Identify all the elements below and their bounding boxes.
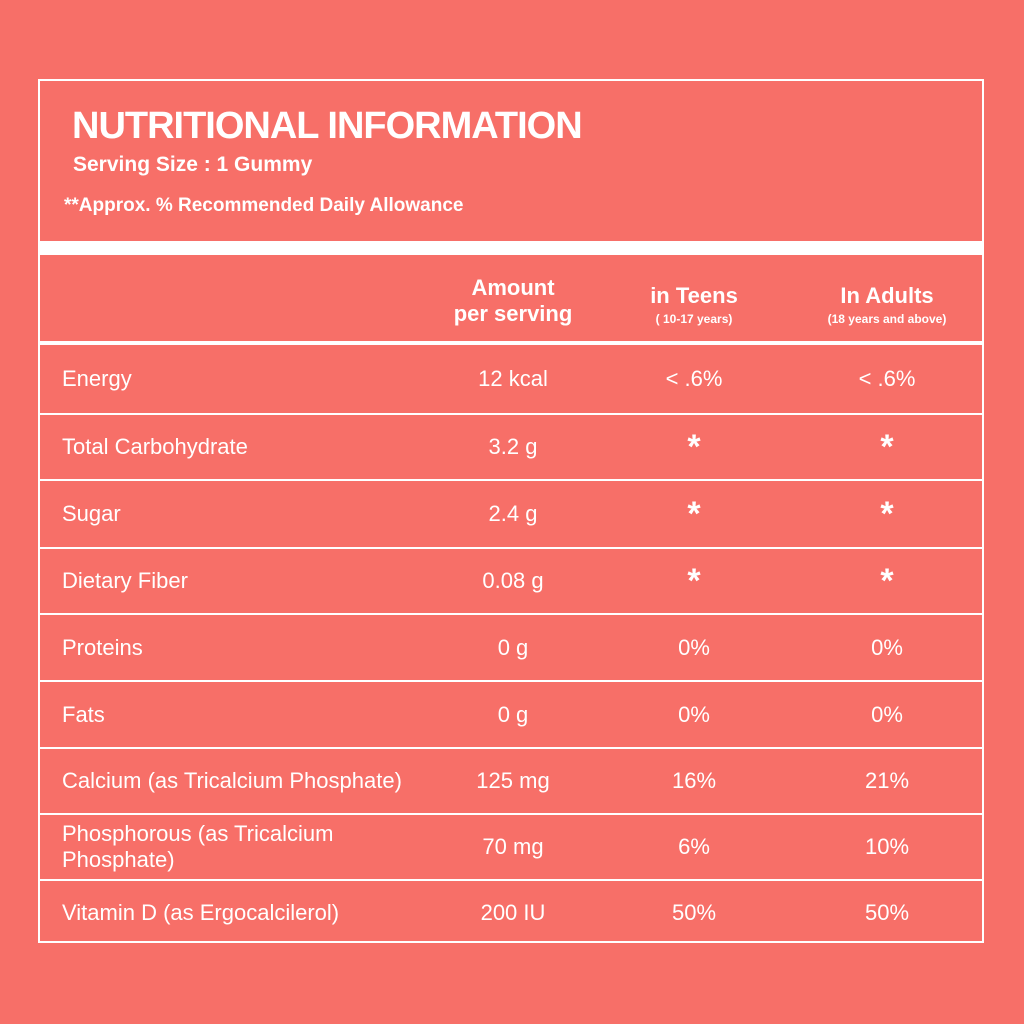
asterisk-icon: * xyxy=(687,427,701,466)
cell-amount: 70 mg xyxy=(482,834,544,859)
asterisk-icon: * xyxy=(687,494,701,533)
cell-name: Vitamin D (as Ergocalcilerol) xyxy=(62,900,340,925)
nutrition-panel: NUTRITIONAL INFORMATION Serving Size : 1… xyxy=(38,79,984,943)
cell-adults: 21% xyxy=(864,768,910,793)
cell-amount: 0.08 g xyxy=(482,568,544,593)
cell-amount: 0 g xyxy=(497,634,529,660)
asterisk-icon: * xyxy=(687,561,701,600)
cell-adults: 0% xyxy=(871,701,903,727)
cell-amount: 2.4 g xyxy=(488,501,538,526)
cell-amount: 200 IU xyxy=(480,900,546,925)
cell-adults: * xyxy=(802,415,972,479)
cell-amount: 3.2 g xyxy=(488,434,538,459)
cell-name: Calcium (as Tricalcium Phosphate) xyxy=(62,768,402,793)
asterisk-icon: * xyxy=(880,427,894,466)
table-row: Proteins 0 g 0% 0% xyxy=(40,615,982,682)
column-header-amount: Amount per serving xyxy=(453,275,573,326)
cell-teens: * xyxy=(614,415,774,479)
cell-adults: 10% xyxy=(864,834,910,859)
cell-name: Phosphorous (as Tricalcium Phosphate) xyxy=(62,821,334,872)
asterisk-icon: * xyxy=(880,561,894,600)
asterisk-icon: * xyxy=(880,494,894,533)
cell-teens: * xyxy=(614,549,774,613)
cell-teens: 6% xyxy=(678,834,710,859)
cell-amount: 0 g xyxy=(497,701,529,727)
cell-name: Proteins xyxy=(62,634,143,660)
table-row: Vitamin D (as Ergocalcilerol) 200 IU 50% 50… xyxy=(40,881,982,945)
cell-name: Dietary Fiber xyxy=(62,568,188,593)
cell-name: Total Carbohydrate xyxy=(62,434,248,459)
cell-teens: 0% xyxy=(678,634,710,660)
cell-teens: < .6% xyxy=(665,366,723,391)
table-row: Energy 12 kcal < .6% < .6% xyxy=(40,345,982,415)
table-row: Dietary Fiber 0.08 g * * xyxy=(40,549,982,615)
serving-size: Serving Size : 1 Gummy xyxy=(73,153,313,176)
header-divider xyxy=(40,241,982,255)
cell-name: Fats xyxy=(62,701,105,727)
rda-note: **Approx. % Recommended Daily Allowance xyxy=(64,195,464,216)
cell-teens: 0% xyxy=(678,701,710,727)
page-title: NUTRITIONAL INFORMATION xyxy=(72,105,583,147)
cell-adults: 0% xyxy=(871,634,903,660)
table-header: Amount per serving in Teens ( 10-17 year… xyxy=(40,255,982,343)
cell-adults: * xyxy=(802,481,972,547)
table-row: Calcium (as Tricalcium Phosphate) 125 mg 1… xyxy=(40,749,982,815)
cell-amount: 12 kcal xyxy=(478,366,548,391)
column-header-divider xyxy=(40,341,982,345)
cell-adults: 50% xyxy=(864,900,910,925)
table-row: Fats 0 g 0% 0% xyxy=(40,682,982,749)
table-row: Phosphorous (as Tricalcium Phosphate) 70 … xyxy=(40,815,982,881)
cell-teens: 50% xyxy=(671,900,717,925)
cell-teens: 16% xyxy=(671,768,717,793)
table-row: Sugar 2.4 g * * xyxy=(40,481,982,549)
table-row: Total Carbohydrate 3.2 g * * xyxy=(40,415,982,481)
cell-adults: * xyxy=(802,549,972,613)
cell-name: Energy xyxy=(62,366,132,391)
cell-name: Sugar xyxy=(62,501,121,526)
cell-amount: 125 mg xyxy=(476,768,550,793)
column-header-teens: in Teens ( 10-17 years) xyxy=(650,283,738,326)
column-header-adults: In Adults (18 years and above) xyxy=(827,283,947,326)
cell-adults: < .6% xyxy=(858,366,916,391)
nutrition-table-body: Energy 12 kcal < .6% < .6% Total Carbohydrat… xyxy=(40,345,982,945)
cell-teens: * xyxy=(614,481,774,547)
